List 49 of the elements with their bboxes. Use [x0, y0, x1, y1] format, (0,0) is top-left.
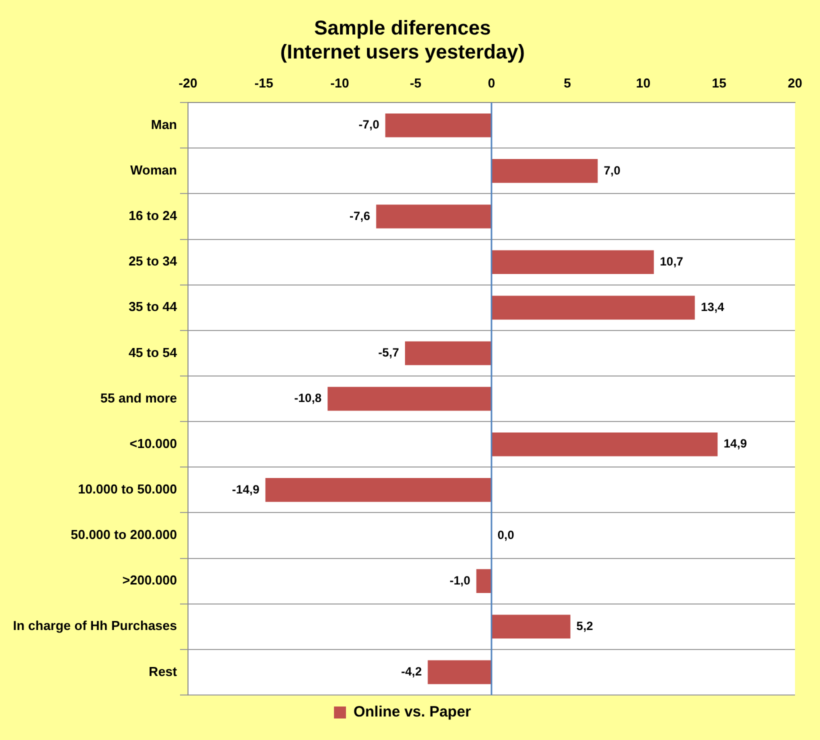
- y-tick-label: 55 and more: [100, 390, 177, 406]
- data-label: 0,0: [497, 528, 515, 542]
- bar: [476, 569, 492, 593]
- bar: [428, 660, 492, 684]
- data-label: 7,0: [604, 163, 621, 178]
- x-tick-label: -10: [330, 75, 350, 90]
- x-tick-label: -5: [410, 75, 422, 90]
- y-tick-label: Man: [150, 116, 178, 132]
- data-label: -10,8: [294, 391, 322, 406]
- x-tick-label: 20: [788, 75, 802, 90]
- data-label: 5,2: [576, 618, 594, 633]
- bar: [491, 432, 718, 456]
- data-label: -1,0: [450, 573, 471, 588]
- x-tick-label: -15: [254, 75, 274, 90]
- x-tick-label: 5: [564, 75, 571, 90]
- x-tick-label: 0: [488, 75, 496, 90]
- y-tick-label: 50.000 to 200.000: [70, 527, 177, 542]
- x-tick-label: -20: [178, 75, 198, 90]
- y-tick-label: Woman: [130, 162, 178, 178]
- y-tick-label: Rest: [148, 664, 178, 679]
- bar: [491, 250, 654, 274]
- data-label: -14,9: [232, 482, 260, 496]
- legend-label: Online vs. Paper: [353, 704, 472, 721]
- bar: [328, 386, 492, 411]
- y-tick-label: 35 to 44: [128, 299, 178, 314]
- chart-title: Sample diferences (Internet users yesterday): [280, 18, 525, 64]
- y-tick-label: <10.000: [130, 436, 177, 451]
- bar: [265, 478, 492, 502]
- bar: [491, 159, 598, 183]
- y-tick-label: 16 to 24: [128, 208, 178, 224]
- data-label: -4,2: [401, 664, 422, 679]
- bar: [491, 614, 570, 639]
- bar: [376, 204, 492, 228]
- y-tick-label: In charge of Hh Purchases: [12, 618, 177, 634]
- y-tick-label: 10.000 to 50.000: [78, 482, 177, 497]
- y-tick-label: 45 to 54: [128, 344, 178, 360]
- bar: [491, 296, 695, 320]
- x-tick-label: 10: [636, 75, 650, 90]
- y-tick-label: 25 to 34: [128, 254, 178, 269]
- data-label: -7,0: [358, 118, 380, 132]
- bar: [385, 113, 492, 138]
- data-label: -5,7: [378, 346, 400, 360]
- data-label: -7,6: [349, 208, 370, 223]
- x-tick-label: 15: [712, 75, 726, 90]
- y-tick-label: >200.000: [122, 572, 177, 588]
- bar: [404, 341, 492, 366]
- data-label: 14,9: [724, 436, 748, 451]
- data-label: 10,7: [660, 254, 684, 268]
- data-label: 13,4: [700, 300, 725, 314]
